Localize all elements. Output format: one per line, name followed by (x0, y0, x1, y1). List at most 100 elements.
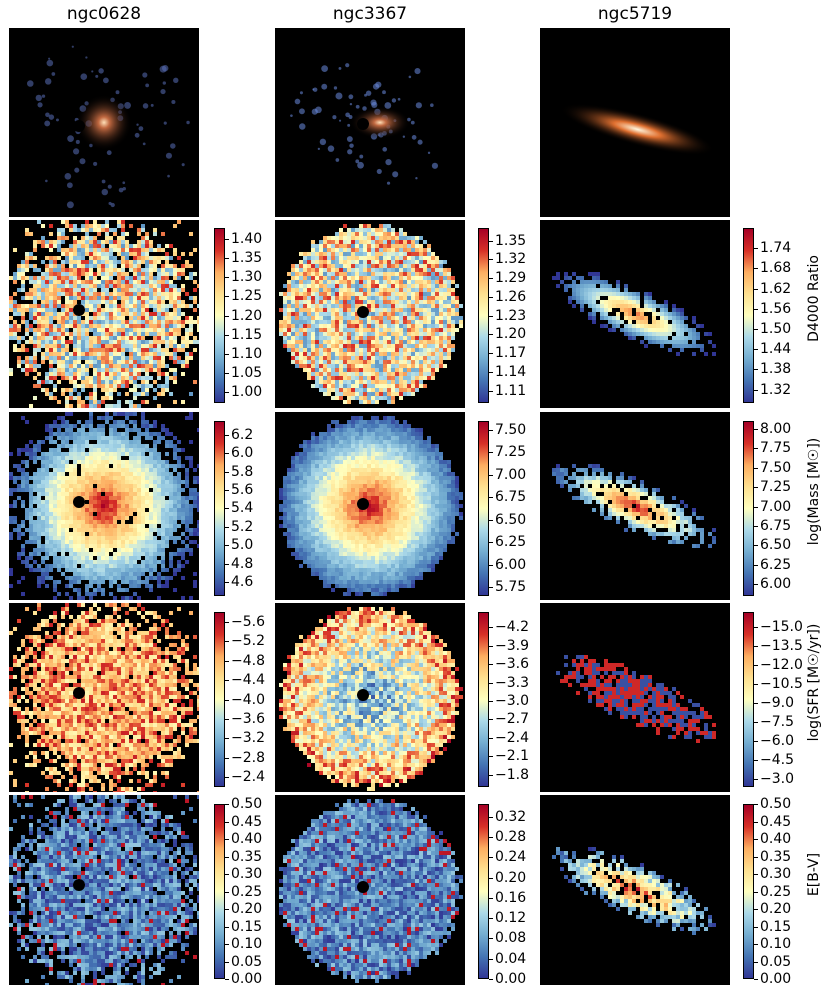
map-pixel (21, 695, 25, 699)
map-pixel (57, 715, 61, 719)
map-pixel (65, 823, 69, 827)
map-pixel (121, 496, 125, 500)
map-pixel (57, 232, 61, 236)
map-pixel (141, 512, 145, 516)
map-pixel (121, 256, 125, 260)
map-pixel (113, 823, 117, 827)
map-pixel (113, 727, 117, 731)
map-pixel (85, 835, 89, 839)
map-pixel (173, 328, 177, 332)
map-pixel (173, 480, 177, 484)
map-pixel (117, 368, 121, 372)
map-pixel (81, 236, 85, 240)
map-pixel (61, 516, 65, 520)
map-pixel (157, 548, 161, 552)
map-pixel (93, 292, 97, 296)
map-pixel (65, 376, 69, 380)
map-pixel (81, 544, 85, 548)
map-pixel (105, 747, 109, 751)
map-pixel (177, 460, 181, 464)
map-pixel (165, 292, 169, 296)
map-pixel (125, 771, 129, 775)
map-pixel (181, 500, 185, 504)
map-pixel (37, 671, 41, 675)
map-pixel (33, 711, 37, 715)
map-pixel (97, 272, 101, 276)
map-pixel (117, 703, 121, 707)
map-pixel (117, 508, 121, 512)
map-pixel (145, 663, 149, 667)
map-pixel (49, 691, 53, 695)
map-pixel (93, 679, 97, 683)
colorbar-tick-label: 1.00 (231, 384, 263, 400)
map-pixel (189, 488, 193, 492)
map-pixel (29, 763, 33, 767)
map-pixel (117, 280, 121, 284)
map-pixel (161, 516, 165, 520)
map-pixel (105, 480, 109, 484)
map-pixel (85, 344, 89, 348)
map-pixel (77, 476, 81, 480)
map-pixel (173, 360, 177, 364)
map-pixel (129, 404, 133, 408)
map-pixel (125, 344, 129, 348)
map-pixel (53, 516, 57, 520)
map-pixel (97, 655, 101, 659)
map-pixel (109, 572, 113, 576)
map-pixel (105, 380, 109, 384)
map-pixel (77, 592, 81, 596)
map-pixel (57, 460, 61, 464)
map-pixel (65, 536, 69, 540)
map-pixel (69, 536, 73, 540)
map-pixel (25, 607, 29, 611)
map-pixel (109, 703, 113, 707)
map-pixel (105, 264, 109, 268)
map-pixel (117, 767, 121, 771)
map-pixel (61, 304, 65, 308)
map-pixel (65, 679, 69, 683)
map-pixel (93, 248, 97, 252)
map-pixel (189, 320, 193, 324)
map-pixel (161, 727, 165, 731)
map-pixel (185, 356, 189, 360)
map-pixel (141, 528, 145, 532)
map-pixel (133, 504, 137, 508)
map-pixel (117, 372, 121, 376)
map-pixel (133, 727, 137, 731)
map-pixel (105, 256, 109, 260)
map-pixel (37, 643, 41, 647)
map-pixel (153, 635, 157, 639)
map-pixel (73, 280, 77, 284)
map-pixel (93, 807, 97, 811)
map-pixel (157, 647, 161, 651)
map-pixel (81, 288, 85, 292)
map-pixel (81, 783, 85, 787)
map-pixel (57, 344, 61, 348)
map-pixel (37, 508, 41, 512)
map-pixel (105, 667, 109, 671)
map-pixel (117, 500, 121, 504)
map-pixel (121, 372, 125, 376)
map-pixel (65, 500, 69, 504)
map-pixel (65, 480, 69, 484)
map-pixel (157, 831, 161, 835)
map-pixel (61, 388, 65, 392)
map-pixel (133, 627, 137, 631)
map-pixel (177, 719, 181, 723)
map-pixel (129, 544, 133, 548)
map-pixel (61, 360, 65, 364)
map-pixel (173, 723, 177, 727)
map-pixel (177, 484, 181, 488)
map-pixel (53, 532, 57, 536)
map-pixel (41, 831, 45, 835)
map-pixel (149, 552, 153, 556)
map-pixel (141, 352, 145, 356)
map-pixel (161, 548, 165, 552)
map-pixel (57, 352, 61, 356)
map-pixel (161, 819, 165, 823)
map-pixel (73, 627, 77, 631)
map-pixel (173, 512, 177, 516)
map-pixel (49, 835, 53, 839)
map-pixel (25, 420, 29, 424)
map-pixel (117, 723, 121, 727)
